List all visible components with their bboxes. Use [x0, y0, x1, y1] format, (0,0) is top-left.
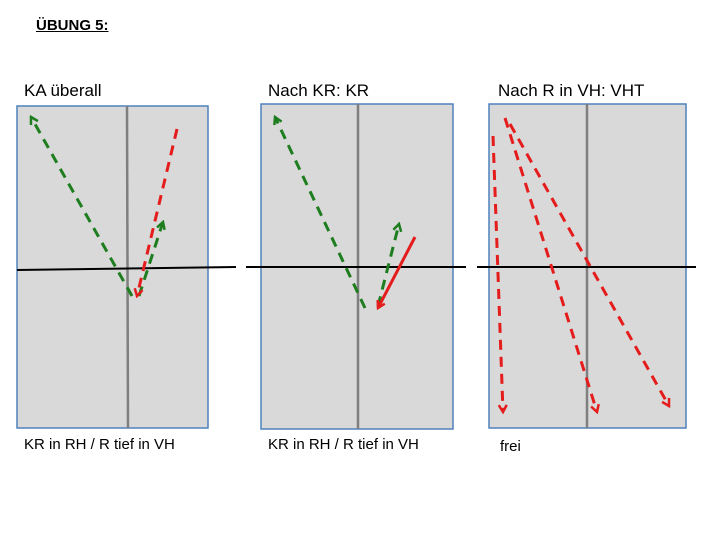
panel-1-red-arrow: [137, 128, 179, 296]
panel-1-caption: KR in RH / R tief in VH: [24, 436, 175, 453]
panel-1-center-line: [125, 105, 130, 429]
panel-3-caption: frei: [500, 438, 521, 455]
panel-1-green-arrow-short: [137, 222, 163, 297]
panel-2-green-arrow-long: [275, 117, 367, 309]
panel-3-red-arrow-2: [503, 117, 597, 412]
panel-1-green-arrow-long: [29, 117, 134, 297]
panel-2: [246, 103, 466, 430]
exercise-title: ÜBUNG 5:: [36, 17, 109, 34]
panel-3: [477, 103, 696, 429]
panel-3-red-arrow-1: [491, 135, 503, 412]
panel-2-green-arrow-short: [376, 224, 399, 307]
panel-1-title: KA überall: [24, 81, 102, 100]
panel-3-title: Nach R in VH: VHT: [498, 81, 645, 100]
panel-2-caption: KR in RH / R tief in VH: [268, 436, 419, 453]
panel-3-red-arrow-3: [508, 123, 671, 406]
panel-2-red-arrow-solid: [378, 236, 417, 308]
panel-1: [16, 105, 237, 429]
panel-2-title: Nach KR: KR: [268, 81, 370, 100]
panel-1-horizontal-line: [16, 266, 237, 271]
